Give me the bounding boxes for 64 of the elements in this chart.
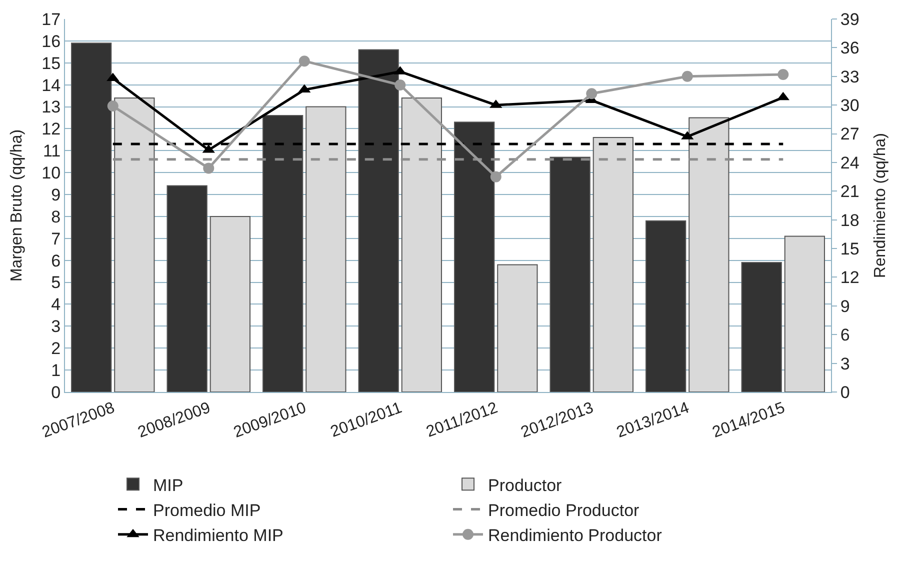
bar	[210, 216, 250, 392]
y2-tick-label: 0	[840, 382, 850, 402]
bar	[71, 42, 112, 392]
y2-tick-label: 15	[840, 239, 860, 258]
y-tick-label: 10	[42, 164, 61, 183]
y2-tick-label: 30	[840, 96, 860, 116]
y2-tick-label: 18	[840, 210, 860, 230]
y2-tick-label: 21	[840, 182, 860, 202]
y2-tick-label: 33	[840, 67, 860, 86]
bar	[550, 156, 590, 392]
point	[394, 79, 406, 90]
bar	[646, 220, 686, 392]
y2-tick-label: 9	[840, 296, 850, 316]
y-tick-label: 6	[51, 251, 61, 270]
legend-label: Promedio MIP	[153, 500, 261, 520]
legend-label: Rendimiento MIP	[153, 526, 284, 545]
point	[778, 68, 789, 80]
y-tick-label: 9	[51, 185, 61, 204]
y-tick-label: 15	[42, 54, 61, 73]
y2-tick-label: 36	[840, 38, 860, 58]
legend-label: Productor	[488, 476, 562, 495]
y-tick-label: 3	[51, 317, 61, 336]
y-tick-label: 1	[51, 361, 61, 380]
bar	[358, 49, 399, 392]
y-tick-label: 5	[51, 273, 61, 292]
bar	[688, 117, 730, 392]
y2-tick-label: 3	[840, 354, 850, 374]
y2-tick-label: 6	[840, 326, 850, 345]
bar	[497, 264, 538, 392]
bar	[166, 185, 208, 392]
point	[586, 88, 598, 100]
y2-tick-label: 12	[840, 268, 860, 288]
bar	[114, 97, 155, 392]
point	[107, 100, 118, 112]
y-tick-label: 2	[51, 339, 61, 358]
bar	[401, 97, 442, 392]
y-axis-title: Margen Bruto (qq/ha)	[8, 129, 26, 282]
y-tick-label: 0	[51, 382, 61, 402]
bar	[306, 106, 346, 392]
bar	[741, 262, 782, 392]
point	[490, 171, 502, 182]
point	[298, 56, 310, 67]
y-tick-label: 8	[51, 207, 61, 226]
legend-label: Promedio Productor	[488, 500, 640, 520]
bar	[454, 122, 495, 392]
point	[682, 70, 693, 82]
y-tick-label: 12	[42, 120, 61, 139]
y-tick-label: 16	[42, 32, 61, 51]
y2-tick-label: 24	[840, 153, 860, 172]
point	[203, 162, 214, 174]
y-tick-label: 11	[42, 142, 61, 161]
y-tick-label: 7	[51, 229, 61, 248]
bar	[784, 236, 825, 392]
y-tick-label: 4	[51, 295, 61, 314]
y-tick-label: 14	[42, 76, 61, 95]
y-tick-label: 13	[42, 98, 61, 117]
y2-axis-title: Rendimiento (qq/ha)	[872, 133, 890, 278]
y2-tick-label: 39	[840, 10, 860, 29]
y-tick-label: 17	[42, 10, 61, 29]
legend-label: MIP	[153, 476, 184, 495]
y2-tick-label: 27	[840, 124, 860, 144]
bar	[262, 115, 304, 392]
legend-label: Rendimiento Productor	[488, 526, 662, 545]
bar	[592, 136, 634, 392]
